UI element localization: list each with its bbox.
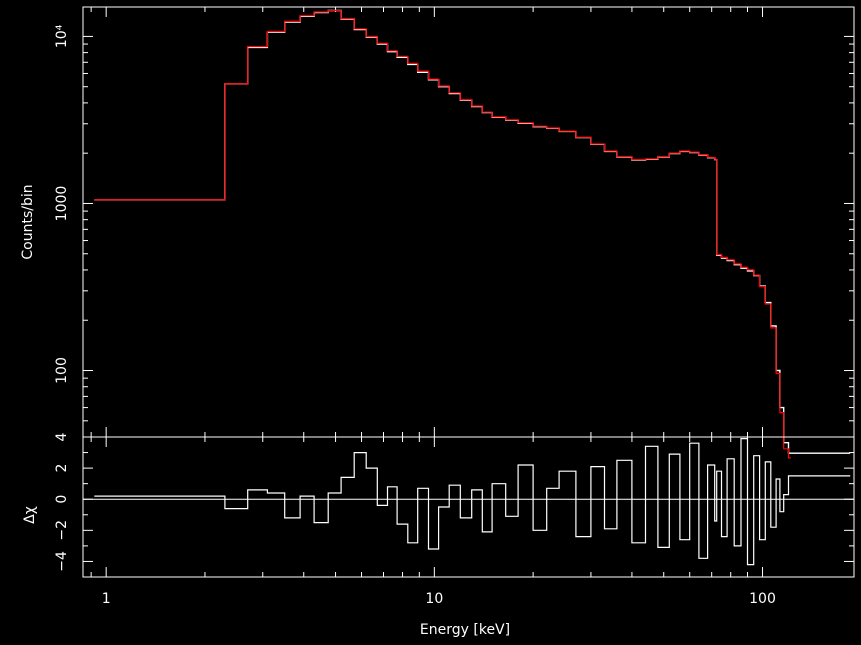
spectrum-ytick-label: 10⁴: [54, 24, 70, 48]
residual-ytick-label: 4: [54, 432, 70, 441]
residual-line: [94, 438, 851, 566]
residual-ytick-label: 0: [54, 495, 70, 504]
spectrum-model-line: [94, 9, 791, 459]
spectrum-ytick-label: 1000: [54, 186, 70, 222]
x-tick-labels: 1 10 100: [102, 591, 776, 607]
residual-panel: −4 −2 0 2 4 Δχ: [22, 432, 855, 578]
residual-series: [94, 438, 851, 566]
residual-frame: [82, 436, 855, 578]
x-axis-label: Energy [keV]: [420, 622, 510, 638]
x-tick-label: 100: [749, 591, 776, 607]
spectrum-ticks: 100 1000 10⁴: [54, 7, 854, 438]
residual-ytick-label: −4: [54, 551, 70, 572]
residual-ticks: −4 −2 0 2 4: [54, 432, 854, 578]
x-tick-label: 1: [102, 591, 111, 607]
residual-ytick-label: 2: [54, 464, 70, 473]
x-tick-label: 10: [425, 591, 443, 607]
residual-ytick-label: −2: [54, 520, 70, 541]
spectrum-series: [94, 9, 851, 459]
spectrum-ylabel: Counts/bin: [20, 184, 36, 259]
residual-ylabel: Δχ: [22, 506, 38, 524]
spectrum-ytick-label: 100: [54, 357, 70, 384]
